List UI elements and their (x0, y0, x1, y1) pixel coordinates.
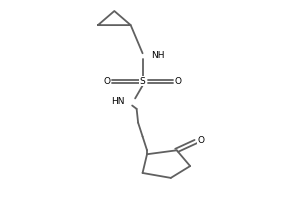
Text: HN: HN (111, 97, 125, 106)
Text: O: O (198, 136, 205, 145)
Text: NH: NH (152, 51, 165, 60)
Text: O: O (175, 77, 182, 86)
Text: O: O (103, 77, 110, 86)
Text: S: S (140, 77, 146, 86)
